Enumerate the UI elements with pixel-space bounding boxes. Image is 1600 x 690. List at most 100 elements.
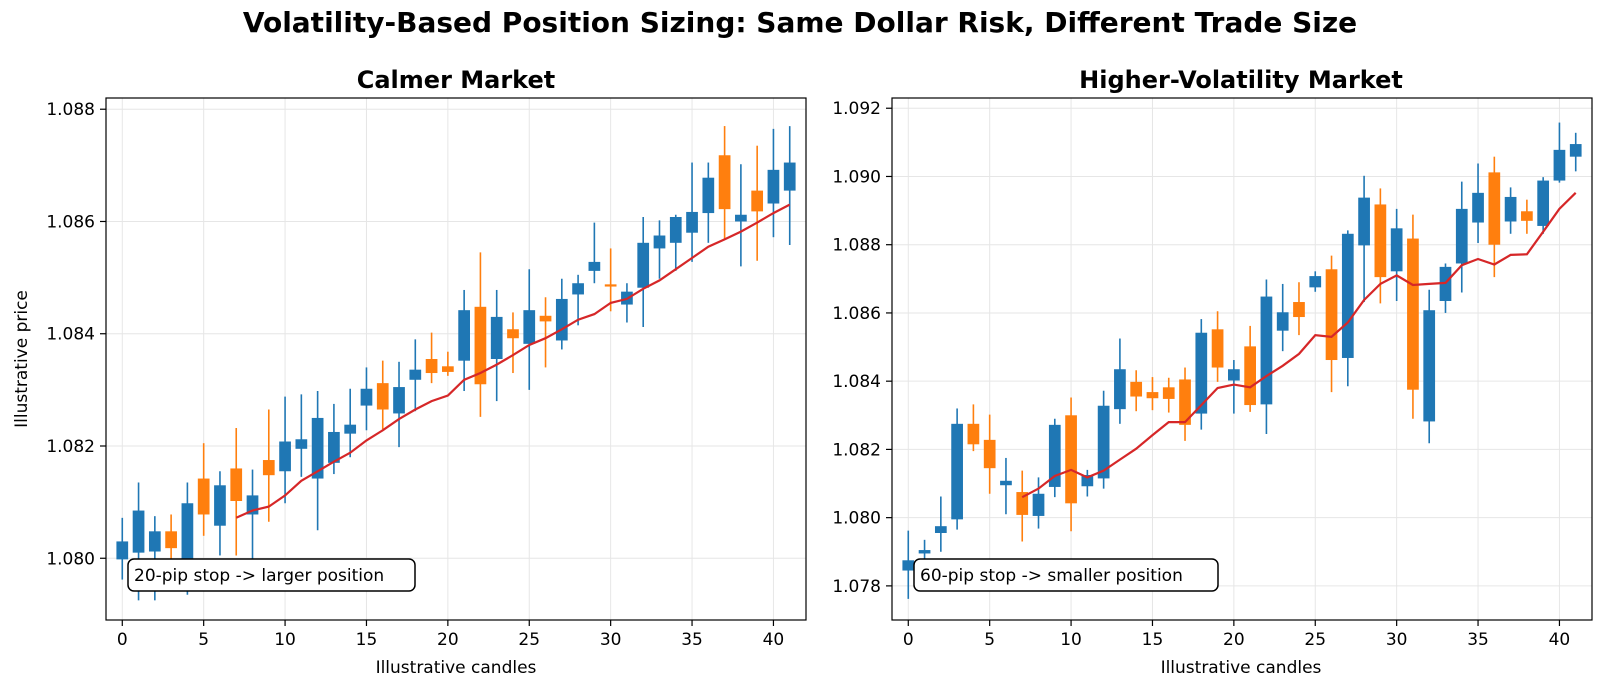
candle [279, 396, 291, 504]
candle-body [983, 439, 996, 469]
candle-body [1260, 296, 1273, 405]
candle [1423, 289, 1436, 444]
candle-body [181, 503, 194, 560]
candle-body [1455, 208, 1468, 264]
y-tick-label: 1.078 [832, 577, 881, 597]
candle-body [1130, 381, 1143, 397]
x-tick-label: 0 [117, 630, 128, 650]
candle-body [1228, 369, 1240, 381]
candle-body [523, 310, 536, 344]
y-tick-label: 1.090 [832, 167, 881, 187]
candle-body [458, 310, 470, 361]
x-tick-label: 20 [1223, 630, 1245, 650]
candle [702, 162, 715, 243]
candle-body [1097, 405, 1110, 479]
candle [1521, 199, 1533, 234]
candle-body [588, 261, 601, 271]
candle [767, 128, 780, 238]
candle-body [148, 531, 161, 552]
candle-body [197, 478, 210, 515]
candle [1016, 470, 1029, 542]
candle [1146, 377, 1159, 411]
candle-body [1358, 197, 1370, 246]
candle [653, 220, 666, 279]
candle [604, 248, 617, 312]
candle-body [637, 242, 650, 288]
candle-body [653, 235, 666, 249]
candle [1455, 181, 1468, 293]
candle [442, 351, 454, 376]
candle-body [783, 162, 796, 191]
chart-right-ma-line [1021, 192, 1577, 499]
candle-body [1341, 233, 1354, 358]
candle [1374, 188, 1387, 304]
candle-body [490, 316, 503, 359]
candle-body [1488, 172, 1501, 245]
x-tick-label: 10 [274, 630, 296, 650]
x-tick-label: 15 [1142, 630, 1164, 650]
x-tick-label: 5 [198, 630, 209, 650]
candle [555, 278, 568, 350]
candle-body [214, 485, 226, 526]
candle [1097, 390, 1110, 489]
y-tick-label: 1.092 [832, 99, 881, 119]
candle-body [1553, 149, 1566, 181]
y-tick-label: 1.088 [832, 236, 881, 256]
candle [718, 126, 731, 240]
x-tick-label: 40 [763, 630, 785, 650]
candle-body [1293, 302, 1305, 318]
candle [1407, 214, 1419, 419]
candle-body [918, 550, 931, 554]
chart-right-annotation-text: 60-pip stop -> smaller position [920, 566, 1183, 586]
candle-body [1065, 415, 1077, 504]
candle [539, 297, 552, 368]
candle-body [262, 460, 275, 476]
candle [246, 469, 259, 564]
candle-body [425, 359, 438, 374]
candle [783, 126, 796, 246]
candle-body [686, 211, 698, 233]
candle [230, 428, 243, 556]
candle [1179, 367, 1191, 441]
candle [1195, 319, 1208, 430]
candle-body [1032, 493, 1045, 516]
candle-body [735, 214, 747, 222]
x-tick-label: 20 [437, 630, 459, 650]
candle-body [132, 510, 145, 553]
candle-body [1423, 310, 1436, 422]
candle-body [967, 423, 980, 445]
candle [934, 496, 947, 552]
candle-body [1390, 228, 1403, 272]
candle-body [1000, 480, 1012, 486]
candle-body [1179, 379, 1191, 425]
candle-body [934, 526, 947, 533]
candle-body [474, 306, 487, 385]
candle-body [328, 431, 340, 463]
candle-body [376, 383, 389, 410]
candle-body [572, 283, 584, 295]
candle [1309, 271, 1322, 292]
candle-body [295, 439, 308, 449]
candle [1276, 283, 1289, 352]
candle [1472, 163, 1484, 243]
candle [311, 390, 324, 531]
y-tick-label: 1.080 [832, 509, 881, 529]
candle [116, 517, 129, 580]
candle [1260, 279, 1273, 435]
candle [1293, 282, 1305, 336]
candle [1048, 418, 1061, 498]
chart-right-annotation: 60-pip stop -> smaller position [913, 558, 1219, 592]
x-tick-label: 25 [1304, 630, 1326, 650]
candle-body [767, 169, 780, 204]
candle [621, 283, 633, 323]
candle-body [279, 441, 291, 472]
chart-left-ma-line [235, 203, 791, 519]
candle-body [1521, 211, 1533, 221]
candle [523, 269, 536, 390]
chart-left-plot-frame [105, 97, 807, 621]
candle-body [1114, 369, 1126, 410]
candle-body [393, 387, 405, 414]
candle-body [669, 216, 682, 243]
x-tick-label: 40 [1549, 630, 1571, 650]
